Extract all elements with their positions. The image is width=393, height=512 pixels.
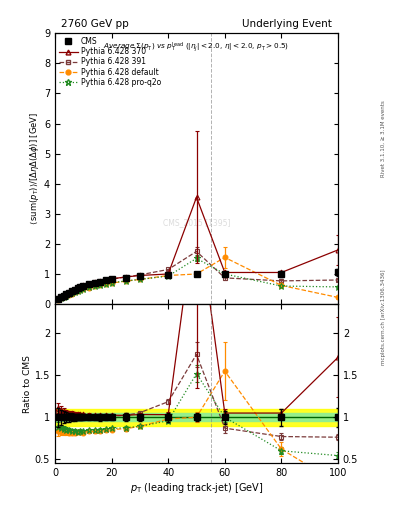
Text: CMS_2015 [1395]: CMS_2015 [1395] [163,218,230,227]
X-axis label: $p_\mathrm{T}$ (leading track-jet) [GeV]: $p_\mathrm{T}$ (leading track-jet) [GeV] [130,481,263,495]
Text: 2760 GeV pp: 2760 GeV pp [61,19,129,29]
Y-axis label: Ratio to CMS: Ratio to CMS [23,355,32,413]
Bar [55,413,338,421]
Text: Rivet 3.1.10, ≥ 3.1M events: Rivet 3.1.10, ≥ 3.1M events [381,100,386,177]
Text: mcplots.cern.ch [arXiv:1306.3436]: mcplots.cern.ch [arXiv:1306.3436] [381,270,386,365]
Legend: CMS, Pythia 6.428 370, Pythia 6.428 391, Pythia 6.428 default, Pythia 6.428 pro-: CMS, Pythia 6.428 370, Pythia 6.428 391,… [57,35,163,88]
Y-axis label: $\langle\,$sum$(p_\mathrm{T})\rangle/[\Delta\eta\Delta(\Delta\phi)]$ [GeV]: $\langle\,$sum$(p_\mathrm{T})\rangle/[\D… [28,112,41,225]
Bar [55,409,338,425]
Text: Average $\Sigma(p_\mathrm{T})$ vs $p_\mathrm{T}^\mathrm{lead}$ $(|\eta_j|{<}2.0,: Average $\Sigma(p_\mathrm{T})$ vs $p_\ma… [103,40,290,54]
Text: Underlying Event: Underlying Event [242,19,332,29]
